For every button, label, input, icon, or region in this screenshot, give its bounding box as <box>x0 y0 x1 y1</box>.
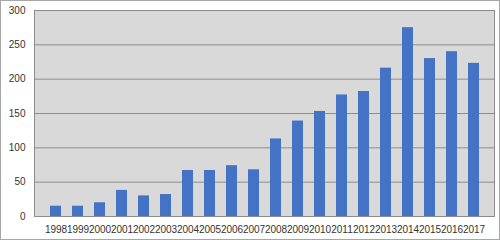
svg-text:150: 150 <box>9 108 26 119</box>
svg-text:2015: 2015 <box>419 224 442 235</box>
svg-text:2012: 2012 <box>353 224 376 235</box>
svg-text:50: 50 <box>14 176 26 187</box>
svg-text:2008: 2008 <box>265 224 288 235</box>
svg-text:100: 100 <box>9 142 26 153</box>
svg-text:300: 300 <box>9 5 26 16</box>
svg-text:1999: 1999 <box>67 224 90 235</box>
svg-text:2009: 2009 <box>287 224 310 235</box>
svg-text:200: 200 <box>9 73 26 84</box>
svg-text:2010: 2010 <box>309 224 332 235</box>
svg-text:250: 250 <box>9 39 26 50</box>
svg-text:2011: 2011 <box>331 224 353 235</box>
svg-text:2005: 2005 <box>199 224 222 235</box>
svg-text:2017: 2017 <box>463 224 486 235</box>
svg-text:2002: 2002 <box>133 224 156 235</box>
svg-text:2014: 2014 <box>397 224 420 235</box>
svg-text:0: 0 <box>20 211 26 222</box>
svg-text:2000: 2000 <box>89 224 112 235</box>
svg-text:2016: 2016 <box>441 224 464 235</box>
svg-text:2006: 2006 <box>221 224 244 235</box>
svg-text:2013: 2013 <box>375 224 398 235</box>
svg-text:1998: 1998 <box>45 224 68 235</box>
svg-text:2001: 2001 <box>111 224 134 235</box>
svg-text:2004: 2004 <box>177 224 200 235</box>
svg-text:2003: 2003 <box>155 224 178 235</box>
svg-text:2007: 2007 <box>243 224 266 235</box>
